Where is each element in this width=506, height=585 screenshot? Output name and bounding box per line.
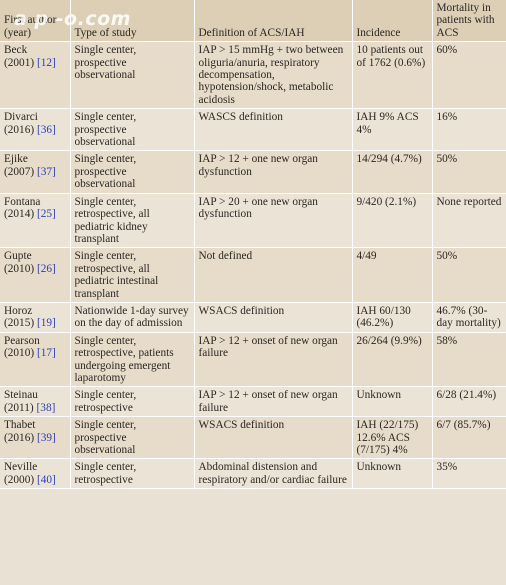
- author-name: Fontana: [4, 195, 41, 208]
- cell-mortality: 16%: [432, 108, 506, 152]
- reference-link[interactable]: [19]: [36, 317, 56, 330]
- author-year: (2010): [4, 347, 37, 360]
- author-year: (2000): [4, 473, 37, 486]
- table-row: Horoz (2015) [19] Nationwide 1-day survey …: [0, 302, 506, 333]
- cell-definition: IAP > 12 + onset of new organ failure: [194, 386, 353, 418]
- cell-type-of-study: Nationwide 1-day survey on the day of ad…: [70, 302, 195, 333]
- table-row: Beck (2001) [12] Single center, prospectiv…: [0, 41, 506, 110]
- cell-incidence: IAH 9% ACS 4%: [352, 108, 433, 152]
- cell-mortality: 60%: [432, 41, 506, 110]
- author-year: (2016): [4, 123, 37, 136]
- cell-definition: IAP > 20 + one new organ dysfunction: [194, 193, 353, 249]
- cell-type-of-study: Single center, prospective observational: [70, 150, 195, 194]
- cell-definition: IAP > 12 + one new organ dysfunction: [194, 150, 353, 194]
- cell-mortality: 50%: [432, 150, 506, 194]
- reference-link[interactable]: [37]: [36, 165, 56, 178]
- cell-author: Beck (2001) [12]: [0, 41, 71, 110]
- author-name: Horoz: [4, 304, 33, 317]
- cell-incidence: Unknown: [352, 458, 433, 490]
- cell-author: Fontana (2014) [25]: [0, 193, 71, 249]
- reference-link[interactable]: [12]: [36, 56, 56, 69]
- table-row: Neville (2000) [40] Single center, retrosp…: [0, 458, 506, 490]
- cell-incidence: Unknown: [352, 386, 433, 418]
- reference-link[interactable]: [40]: [36, 473, 56, 486]
- cell-type-of-study: Single center, retrospective, patients u…: [70, 332, 195, 388]
- cell-type-of-study: Single center, retrospective, all pediat…: [70, 193, 195, 249]
- header-row: First author (year) Type of study Defini…: [0, 0, 506, 43]
- cell-author: Ejike (2007) [37]: [0, 150, 71, 194]
- cell-incidence: 4/49: [352, 247, 433, 303]
- reference-link[interactable]: [26]: [36, 262, 56, 275]
- reference-link[interactable]: [39]: [36, 431, 56, 444]
- cell-mortality: 35%: [432, 458, 506, 490]
- cell-incidence: 9/420 (2.1%): [352, 193, 433, 249]
- author-name: Pearson: [4, 334, 40, 347]
- cell-author: Steinau (2011) [38]: [0, 386, 71, 418]
- header-first-author: First author (year): [0, 0, 71, 43]
- author-year: (2014): [4, 208, 37, 221]
- cell-incidence: 10 patients out of 1762 (0.6%): [352, 41, 433, 110]
- table-row: Ejike (2007) [37] Single center, prospecti…: [0, 150, 506, 194]
- header-mortality: Mortality in patients with ACS: [432, 0, 506, 43]
- cell-definition: WSACS definition: [194, 302, 353, 333]
- reference-link[interactable]: [38]: [36, 401, 56, 414]
- cell-type-of-study: Single center, retrospective: [70, 386, 195, 418]
- author-name: Divarci: [4, 111, 38, 124]
- cell-mortality: 6/28 (21.4%): [432, 386, 506, 418]
- table-row: Fontana (2014) [25] Single center, retrosp…: [0, 193, 506, 249]
- cell-definition: Abdominal distension and respiratory and…: [194, 458, 353, 490]
- cell-definition: IAP > 12 + onset of new organ failure: [194, 332, 353, 388]
- cell-author: Horoz (2015) [19]: [0, 302, 71, 333]
- cell-type-of-study: Single center, retrospective, all pediat…: [70, 247, 195, 303]
- cell-author: Pearson (2010) [17]: [0, 332, 71, 388]
- table-body: Beck (2001) [12] Single center, prospectiv…: [0, 41, 506, 490]
- cell-incidence: 26/264 (9.9%): [352, 332, 433, 388]
- author-year: (2016): [4, 431, 37, 444]
- cell-author: Gupte (2010) [26]: [0, 247, 71, 303]
- cell-incidence: IAH 60/130 (46.2%): [352, 302, 433, 333]
- cell-definition: IAP > 15 mmHg + two between oliguria/anu…: [194, 41, 353, 110]
- author-name: Neville: [4, 461, 38, 474]
- reference-link[interactable]: [36]: [36, 123, 56, 136]
- studies-table: First author (year) Type of study Defini…: [0, 0, 506, 490]
- cell-mortality: 46.7% (30-day mortality): [432, 302, 506, 333]
- table-row: Thabet (2016) [39] Single center, prospect…: [0, 416, 506, 460]
- cell-author: Divarci (2016) [36]: [0, 108, 71, 152]
- cell-definition: WASCS definition: [194, 108, 353, 152]
- cell-author: Neville (2000) [40]: [0, 458, 71, 490]
- cell-incidence: IAH (22/175) 12.6% ACS (7/175) 4%: [352, 416, 433, 460]
- cell-type-of-study: Single center, prospective observational: [70, 416, 195, 460]
- author-year: (2010): [4, 262, 37, 275]
- author-name: Thabet: [4, 419, 36, 432]
- table-row: Pearson (2010) [17] Single center, retrosp…: [0, 332, 506, 388]
- cell-type-of-study: Single center, prospective observational: [70, 108, 195, 152]
- header-incidence: Incidence: [352, 0, 433, 43]
- cell-mortality: 58%: [432, 332, 506, 388]
- header-type-of-study: Type of study: [70, 0, 195, 43]
- reference-link[interactable]: [17]: [36, 347, 56, 360]
- cell-type-of-study: Single center, prospective observational: [70, 41, 195, 110]
- reference-link[interactable]: [25]: [36, 208, 56, 221]
- cell-mortality: 6/7 (85.7%): [432, 416, 506, 460]
- cell-mortality: None reported: [432, 193, 506, 249]
- author-name: Ejike: [4, 153, 28, 166]
- table-row: Steinau (2011) [38] Single center, retrosp…: [0, 386, 506, 418]
- author-year: (2007): [4, 165, 37, 178]
- table-row: Divarci (2016) [36] Single center, prospec…: [0, 108, 506, 152]
- author-name: Beck: [4, 44, 28, 57]
- author-name: Gupte: [4, 250, 32, 263]
- author-year: (2011): [4, 401, 37, 414]
- cell-type-of-study: Single center, retrospective: [70, 458, 195, 490]
- author-year: (2001): [4, 56, 37, 69]
- cell-mortality: 50%: [432, 247, 506, 303]
- cell-incidence: 14/294 (4.7%): [352, 150, 433, 194]
- cell-author: Thabet (2016) [39]: [0, 416, 71, 460]
- table-row: Gupte (2010) [26] Single center, retrospec…: [0, 247, 506, 303]
- author-name: Steinau: [4, 389, 38, 402]
- header-definition: Definition of ACS/IAH: [194, 0, 353, 43]
- cell-definition: Not defined: [194, 247, 353, 303]
- author-year: (2015): [4, 317, 37, 330]
- cell-definition: WSACS definition: [194, 416, 353, 460]
